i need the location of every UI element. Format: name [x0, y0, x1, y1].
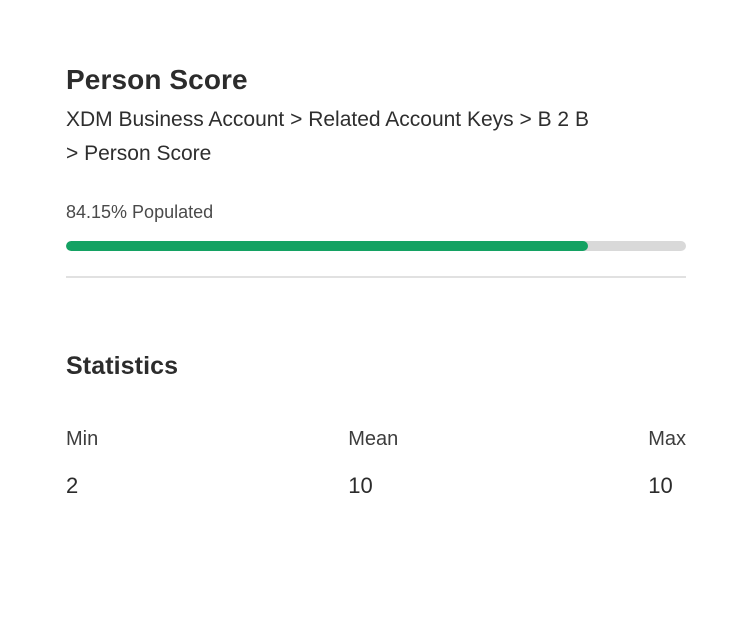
stat-mean-label: Mean — [348, 428, 399, 450]
stat-min-value: 2 — [66, 473, 79, 498]
stat-max: Max 10 — [648, 426, 686, 500]
statistics-row: Min 2 Mean 10 Max 10 — [66, 426, 686, 500]
populated-percentage-label: 84.15% Populated — [66, 202, 214, 222]
populated-progress-bar — [66, 241, 686, 251]
schema-field-path: XDM Business Account > Related Account K… — [66, 108, 589, 165]
stat-max-value: 10 — [648, 473, 673, 498]
section-divider — [66, 276, 686, 278]
progress-fill — [66, 241, 588, 251]
statistics-heading: Statistics — [66, 352, 179, 380]
stat-mean-value: 10 — [348, 473, 373, 498]
stat-min-label: Min — [66, 428, 99, 450]
field-details-panel: Person Score XDM Business Account > Rela… — [66, 62, 686, 500]
page-title: Person Score — [66, 64, 248, 95]
stat-min: Min 2 — [66, 426, 98, 500]
stat-max-label: Max — [648, 428, 686, 450]
stat-mean: Mean 10 — [348, 426, 398, 500]
